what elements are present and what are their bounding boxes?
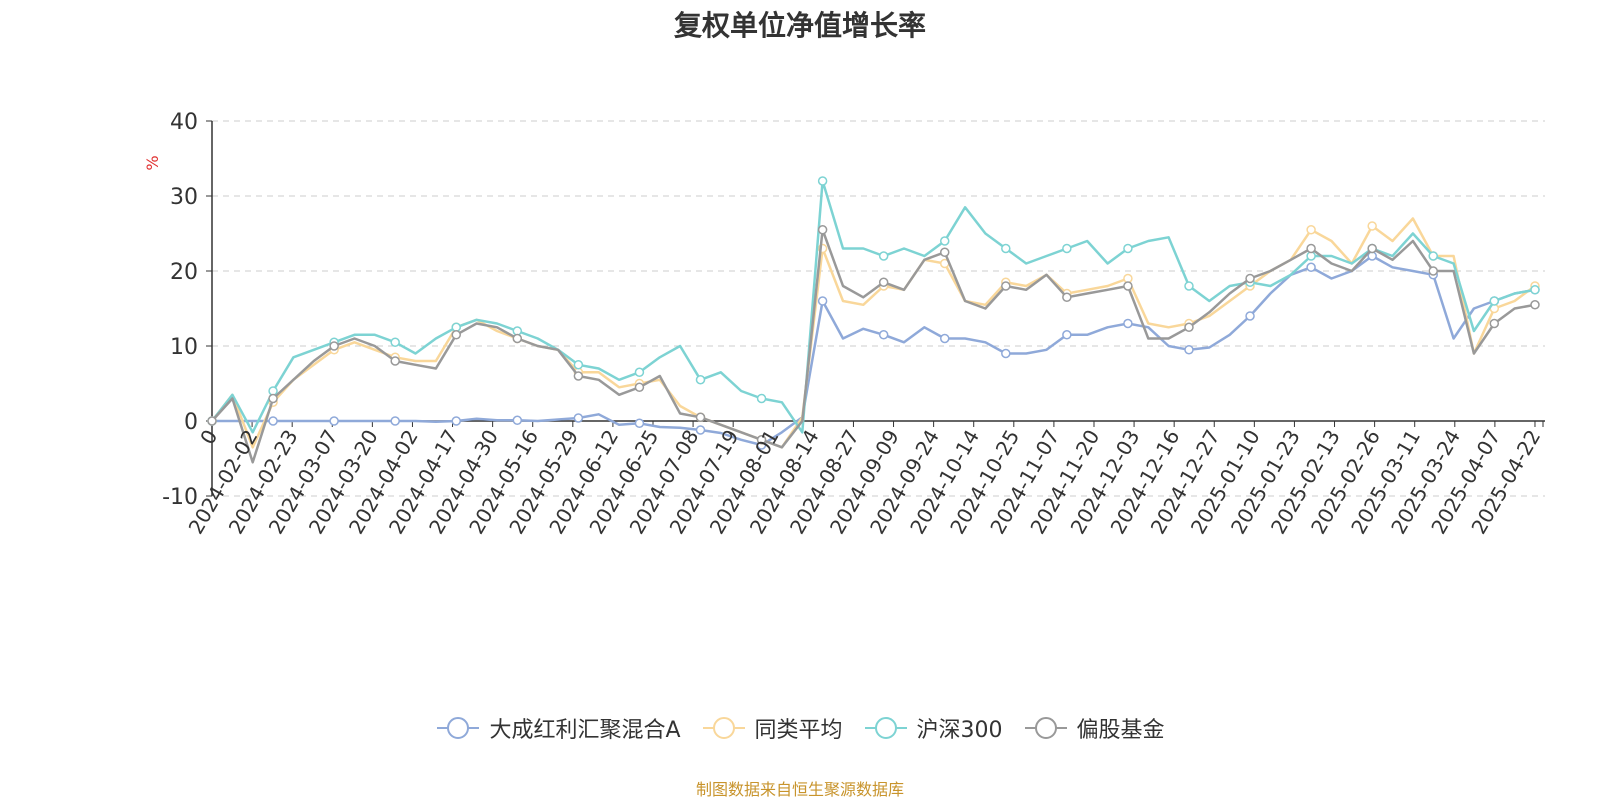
- legend-marker-csi300: [864, 717, 907, 739]
- data-point-fund: [939, 333, 950, 344]
- data-point-equity-fund: [1530, 300, 1540, 310]
- legend-item-fund[interactable]: 大成红利汇聚混合A: [435, 712, 681, 744]
- legend-label-fund: 大成红利汇聚混合A: [489, 718, 681, 743]
- data-point-equity-fund: [451, 330, 461, 340]
- data-point-csi300: [695, 375, 706, 385]
- data-point-csi300: [573, 360, 584, 370]
- y-tick-label: -10: [162, 485, 198, 510]
- data-point-csi300: [1123, 243, 1133, 254]
- legend-label-equity-fund: 偏股基金: [1076, 718, 1165, 743]
- y-tick-label: 20: [170, 260, 198, 285]
- data-point-equity-fund: [207, 416, 217, 426]
- data-point-csi300: [939, 236, 950, 246]
- data-point-equity-fund: [1245, 273, 1255, 284]
- data-point-equity-fund: [817, 225, 828, 235]
- data-point-equity-fund: [756, 435, 767, 445]
- data-point-fund: [634, 418, 645, 428]
- y-tick-label: 10: [170, 335, 198, 360]
- legend-label-peer-average: 同类平均: [754, 718, 843, 743]
- data-point-csi300: [817, 176, 828, 186]
- data-point-csi300: [756, 393, 767, 404]
- y-tick-label: 30: [170, 185, 198, 210]
- data-point-equity-fund: [512, 333, 523, 344]
- data-point-csi300: [390, 337, 400, 347]
- data-point-csi300: [634, 367, 645, 377]
- data-point-equity-fund: [634, 382, 645, 392]
- legend-item-peer-average[interactable]: 同类平均: [701, 712, 843, 744]
- data-point-fund: [878, 330, 889, 340]
- y-tick-label: 40: [170, 110, 198, 135]
- data-point-equity-fund: [1489, 318, 1500, 329]
- data-point-csi300: [1428, 251, 1438, 261]
- data-point-csi300: [878, 251, 889, 261]
- y-axis-unit: %: [143, 155, 162, 170]
- data-point-equity-fund: [1306, 243, 1316, 254]
- data-point-fund: [268, 416, 278, 426]
- legend-label-csi300: 沪深300: [916, 718, 1003, 743]
- data-point-equity-fund: [1184, 322, 1194, 332]
- legend-marker-equity-fund: [1024, 717, 1067, 739]
- data-point-equity-fund: [1428, 266, 1438, 276]
- data-point-equity-fund: [695, 412, 706, 422]
- source-note: 制图数据来自恒生聚源数据库: [695, 780, 904, 799]
- data-point-csi300: [1489, 296, 1500, 306]
- legend: 大成红利汇聚混合A 同类平均 沪深300 偏股基金: [0, 712, 1600, 744]
- data-point-fund: [512, 415, 523, 425]
- data-point-fund: [1123, 318, 1133, 329]
- data-point-equity-fund: [1367, 243, 1377, 254]
- data-point-equity-fund: [573, 371, 584, 381]
- data-point-fund: [1245, 311, 1255, 321]
- data-point-fund: [817, 296, 828, 306]
- data-point-csi300: [1062, 243, 1072, 254]
- data-point-equity-fund: [878, 277, 889, 287]
- data-point-fund: [1062, 330, 1072, 340]
- data-point-csi300: [1530, 285, 1540, 295]
- data-point-equity-fund: [1001, 281, 1011, 291]
- data-point-fund: [390, 416, 400, 426]
- data-point-equity-fund: [268, 393, 278, 404]
- legend-item-csi300[interactable]: 沪深300: [863, 712, 1003, 744]
- legend-marker-fund: [437, 717, 480, 739]
- data-point-equity-fund: [390, 356, 400, 366]
- data-point-equity-fund: [329, 341, 339, 351]
- data-point-fund: [1001, 348, 1011, 359]
- data-point-csi300: [1184, 281, 1194, 291]
- data-point-peer-average: [1367, 221, 1377, 231]
- data-point-equity-fund: [939, 247, 950, 257]
- label-layer: -10010203040%02024-02-022024-02-232024-0…: [143, 110, 1545, 538]
- data-point-csi300: [1001, 243, 1011, 254]
- y-tick-label: 0: [184, 410, 198, 435]
- data-point-equity-fund: [1123, 281, 1133, 291]
- series-layer: [207, 176, 1540, 464]
- grid-layer: [212, 120, 1545, 497]
- data-point-fund: [573, 413, 584, 423]
- legend-marker-peer-average: [702, 717, 745, 739]
- data-point-fund: [695, 425, 706, 435]
- series-line-csi300: [211, 179, 1536, 434]
- data-point-peer-average: [1306, 225, 1316, 235]
- data-point-fund: [1184, 345, 1194, 355]
- data-point-fund: [329, 416, 339, 426]
- x-tick-label: 0: [195, 426, 222, 449]
- data-point-fund: [451, 416, 461, 426]
- data-point-equity-fund: [1062, 292, 1072, 302]
- chart-title: 复权单位净值增长率: [673, 9, 926, 42]
- data-point-fund: [1306, 262, 1316, 272]
- legend-item-equity-fund[interactable]: 偏股基金: [1023, 712, 1165, 744]
